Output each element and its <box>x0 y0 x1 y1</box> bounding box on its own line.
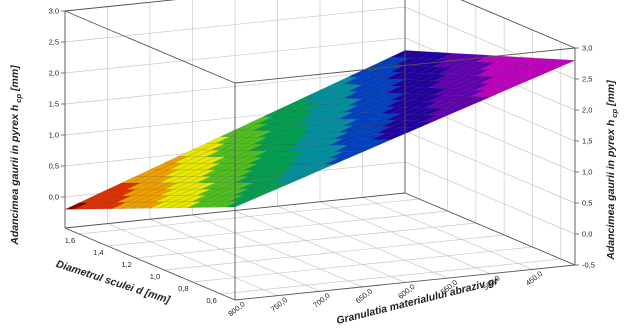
z-tick-label: 2,5 <box>49 38 59 47</box>
x-tick-label: 700,0 <box>311 291 331 310</box>
y-axis-ticks: 0,6 0,8 1,0 1,2 1,4 1,6 <box>65 236 217 305</box>
x-floor-gridline <box>192 214 363 288</box>
surface-cell <box>419 51 443 60</box>
z-axis-title-left: Adancimea gaurii in pyrex hcp[mm] <box>9 65 23 246</box>
y-floor-gridline <box>79 198 420 235</box>
z-tick-label: -0,5 <box>582 261 595 270</box>
y-tick-label: 1,6 <box>65 236 75 245</box>
y-tick-label: 0,6 <box>206 296 216 305</box>
z-tick-label: 0,5 <box>49 162 59 171</box>
frame-edge <box>64 10 236 84</box>
surface-cell <box>532 58 557 66</box>
z-tick-label: 1,5 <box>582 137 592 146</box>
x-floor-gridline <box>107 223 278 296</box>
x-tick-label: 750,0 <box>269 295 289 314</box>
frame-edge <box>234 264 576 301</box>
x-floor-gridline <box>319 201 491 275</box>
z-tick-label: 1,0 <box>582 168 592 177</box>
y-floor-gridline <box>107 210 448 247</box>
z-tick-label: 1,0 <box>49 131 59 140</box>
x-tick-label: 800,0 <box>226 300 246 319</box>
z-tick-label: 1,5 <box>49 100 59 109</box>
frame-edge <box>404 192 576 266</box>
surface-cell <box>513 57 538 65</box>
z-axis-right-ticks: -0,5 0,0 0,5 1,0 1,5 2,0 2,5 3,0 <box>575 44 595 270</box>
surface-cell <box>551 59 576 67</box>
x-floor-gridline <box>362 197 533 270</box>
y-floor-gridline <box>220 258 561 295</box>
x-floor-gridline <box>277 205 448 279</box>
frame-edge <box>64 0 177 12</box>
surface-cell <box>494 56 519 64</box>
z-tick-label: 3,0 <box>49 7 59 16</box>
y-tick-label: 1,0 <box>150 272 160 281</box>
z-tick-label: 3,0 <box>582 44 592 53</box>
data-surface <box>64 50 576 210</box>
x-floor-gridline <box>234 210 406 283</box>
y-tick-label: 1,4 <box>93 248 103 257</box>
y-tick-label: 1,2 <box>121 260 131 269</box>
surface-cell <box>523 58 547 66</box>
surface-cell <box>400 50 424 59</box>
z-tick-label: 2,0 <box>582 106 592 115</box>
surface-cell <box>475 55 500 63</box>
z-axis-left-ticks: 0,0 0,5 1,0 1,5 2,0 2,5 3,0 <box>49 7 65 202</box>
z-tick-label: 0,0 <box>49 193 59 202</box>
y-axis-title: Diametrul sculei d [mm] <box>54 258 171 306</box>
y-floor-gridline <box>135 222 476 259</box>
y-floor-gridline <box>192 246 533 283</box>
z-tick-label: 0,0 <box>582 230 592 239</box>
y-floor-gridline <box>164 234 505 271</box>
surface-cell <box>541 59 566 67</box>
frame-edge <box>64 227 236 301</box>
y-tick-label: 0,8 <box>178 284 188 293</box>
z-tick-label: 0,5 <box>582 199 592 208</box>
x-tick-label: 650,0 <box>354 287 374 306</box>
z-tick-label: 2,5 <box>582 75 592 84</box>
z-axis-title-right: Adancimea gaurii in pyrex hcp[mm] <box>605 80 619 261</box>
frame-edge <box>460 0 576 49</box>
frame-edge <box>234 47 576 84</box>
z-tick-label: 2,0 <box>49 69 59 78</box>
surface-cell <box>428 52 453 60</box>
chart-frame <box>64 0 576 301</box>
x-tick-label: 450,0 <box>524 269 544 288</box>
